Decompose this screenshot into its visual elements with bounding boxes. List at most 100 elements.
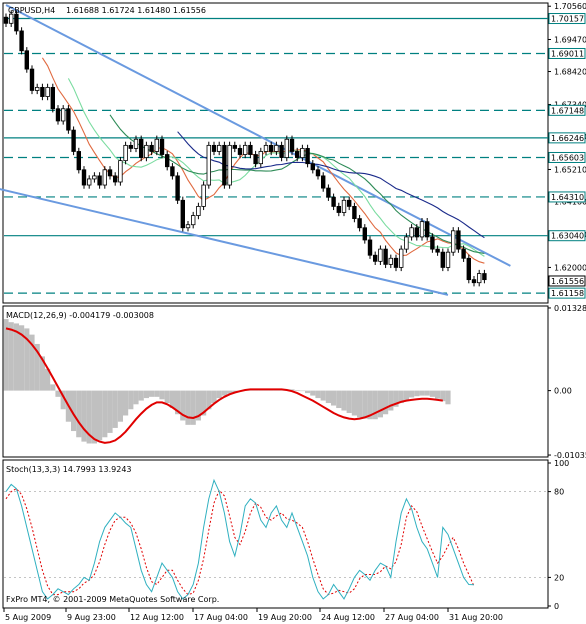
candle-body-17 [92, 175, 97, 180]
macd-bar-71 [372, 390, 378, 420]
candle-body-72 [378, 248, 383, 262]
macd-bar-8 [45, 368, 51, 391]
candle-body-31 [164, 154, 170, 168]
stoch-main-line [5, 478, 475, 600]
candle-body-16 [87, 178, 92, 186]
price-tick-label-0: 1.70560 [554, 2, 586, 11]
macd-bar-22 [117, 390, 123, 422]
macd-bar-82 [429, 390, 435, 397]
stoch-tick-label-2: 20 [554, 573, 564, 582]
time-tick-label-6: 27 Aug 04:00 [385, 613, 439, 622]
candle-body-25 [133, 138, 139, 149]
candle-body-92 [482, 273, 487, 281]
macd-bar-77 [403, 390, 409, 400]
price-axis: 1.705601.694701.684201.673401.662901.652… [548, 2, 586, 299]
macd-bar-55 [289, 389, 295, 391]
macd-bar-66 [346, 390, 352, 414]
macd-bar-42 [221, 390, 227, 396]
macd-bar-28 [149, 390, 155, 397]
macd-bar-17 [91, 390, 97, 444]
price-tick-label-1: 1.69470 [554, 35, 586, 44]
candle-body-3 [19, 30, 24, 52]
candle-body-58 [305, 148, 310, 165]
candle-body-89 [466, 257, 471, 281]
macd-bar-65 [341, 390, 347, 411]
candle-body-87 [456, 230, 461, 250]
macd-bar-26 [138, 390, 144, 401]
macd-bar-41 [216, 390, 222, 399]
candle-body-91 [476, 273, 482, 284]
candle-body-74 [388, 257, 393, 265]
macd-bar-27 [143, 390, 149, 399]
macd-bar-23 [123, 390, 129, 416]
macd-bar-68 [357, 390, 363, 418]
level-tag-label-0: 1.70157 [551, 15, 584, 24]
candle-body-22 [118, 160, 123, 183]
macd-bar-0 [3, 319, 9, 391]
candle-body-78 [409, 227, 414, 238]
candle-body-62 [326, 187, 331, 198]
price-series [3, 10, 487, 287]
macd-bar-16 [86, 390, 92, 444]
macd-bar-15 [81, 390, 87, 442]
candle-body-48 [253, 154, 258, 165]
stoch-series [4, 478, 548, 600]
level-tag-2 [548, 104, 586, 116]
candle-body-80 [419, 221, 425, 238]
macd-bar-57 [299, 390, 305, 392]
candle-body-79 [414, 227, 419, 238]
macd-bar-81 [424, 390, 430, 396]
macd-bar-5 [29, 334, 35, 391]
macd-bar-10 [55, 390, 61, 397]
candle-body-88 [461, 248, 466, 259]
price-tick-label-8: 1.62000 [554, 263, 586, 272]
macd-bar-21 [112, 390, 118, 428]
candle-body-20 [107, 169, 113, 177]
price-level-lines [4, 17, 548, 294]
candle-body-81 [424, 221, 430, 238]
copyright-text: FxPro MT4, © 2001-2009 MetaQuotes Softwa… [6, 595, 219, 604]
macd-bar-83 [435, 390, 441, 399]
candle-body-57 [300, 148, 305, 158]
candle-body-64 [336, 206, 341, 213]
candle-body-59 [310, 163, 315, 171]
candle-body-67 [352, 206, 357, 220]
candle-body-70 [367, 239, 373, 256]
candle-body-82 [430, 236, 435, 250]
macd-bar-7 [39, 356, 45, 391]
candle-body-37 [196, 206, 201, 216]
macd-bar-3 [19, 325, 25, 391]
level-tag-1 [548, 47, 586, 59]
candle-body-75 [393, 257, 399, 268]
macd-bar-61 [320, 390, 326, 401]
candle-body-83 [435, 248, 440, 253]
level-tag-0 [548, 13, 586, 25]
time-tick-label-0: 5 Aug 2009 [5, 613, 51, 622]
macd-bar-25 [133, 390, 139, 405]
candle-body-26 [138, 138, 144, 158]
instrument-label: GBPUSD,H4 [8, 6, 55, 15]
candle-body-32 [170, 166, 175, 177]
candle-body-0 [3, 16, 9, 24]
candle-body-71 [372, 254, 378, 262]
candle-body-60 [315, 169, 321, 177]
candle-body-73 [383, 248, 388, 265]
level-tag-label-3: 1.66246 [551, 134, 584, 143]
level-tag-5 [548, 191, 586, 203]
candle-body-35 [185, 224, 191, 229]
current-price-label: 1.61556 [551, 277, 584, 286]
level-tag-label-4: 1.65603 [551, 153, 584, 162]
macd-bar-18 [97, 390, 103, 441]
macd-bar-24 [128, 390, 134, 410]
candle-body-47 [248, 144, 253, 155]
macd-axis: 0.013287 0.00 -0.010357 [548, 304, 586, 460]
level-tag-3 [548, 132, 586, 144]
candle-body-50 [263, 144, 269, 152]
macd-bar-13 [71, 390, 77, 432]
candle-body-2 [14, 13, 19, 32]
time-tick-label-2: 12 Aug 12:00 [130, 613, 184, 622]
macd-bar-39 [206, 390, 212, 410]
macd-bar-79 [414, 390, 420, 397]
macd-tick-label-0: 0.013287 [554, 304, 586, 313]
